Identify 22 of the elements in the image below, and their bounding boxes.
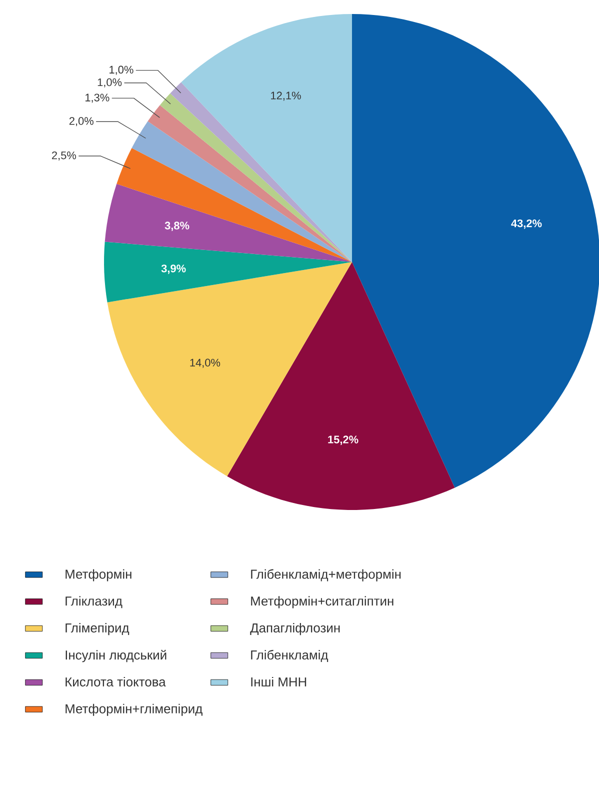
legend-label: Метформін+ситагліптин [251, 596, 394, 608]
data-label: 1,0% [98, 78, 122, 88]
data-label: 3,8% [164, 222, 190, 232]
data-label: 3,9% [161, 264, 186, 274]
legend-label: Інсулін людський [66, 650, 166, 662]
legend-label: Інші МНН [251, 676, 306, 686]
legend-label: Глібенкламід [251, 650, 328, 662]
data-label: 1,0% [110, 66, 134, 75]
data-label: 2,5% [52, 152, 76, 161]
data-label: 14,0% [190, 358, 220, 368]
legend-label: Кислота тіоктова [66, 676, 166, 686]
legend-label: Метформін [66, 569, 132, 582]
legend-label: Гліклазид [66, 596, 122, 608]
legend-label: Дапагліфлозин [250, 623, 340, 636]
legend-label: Метформін+глімепірид [66, 704, 202, 716]
data-label: 12,1% [271, 92, 301, 101]
legend-label: Глібенкламід+метформін [251, 569, 401, 582]
legend-label: Глімепірид [66, 623, 130, 636]
data-label: 1,3% [86, 94, 110, 103]
data-label: 2,0% [69, 117, 94, 126]
data-label: 15,2% [328, 436, 358, 446]
data-label: 43,2% [511, 219, 542, 229]
